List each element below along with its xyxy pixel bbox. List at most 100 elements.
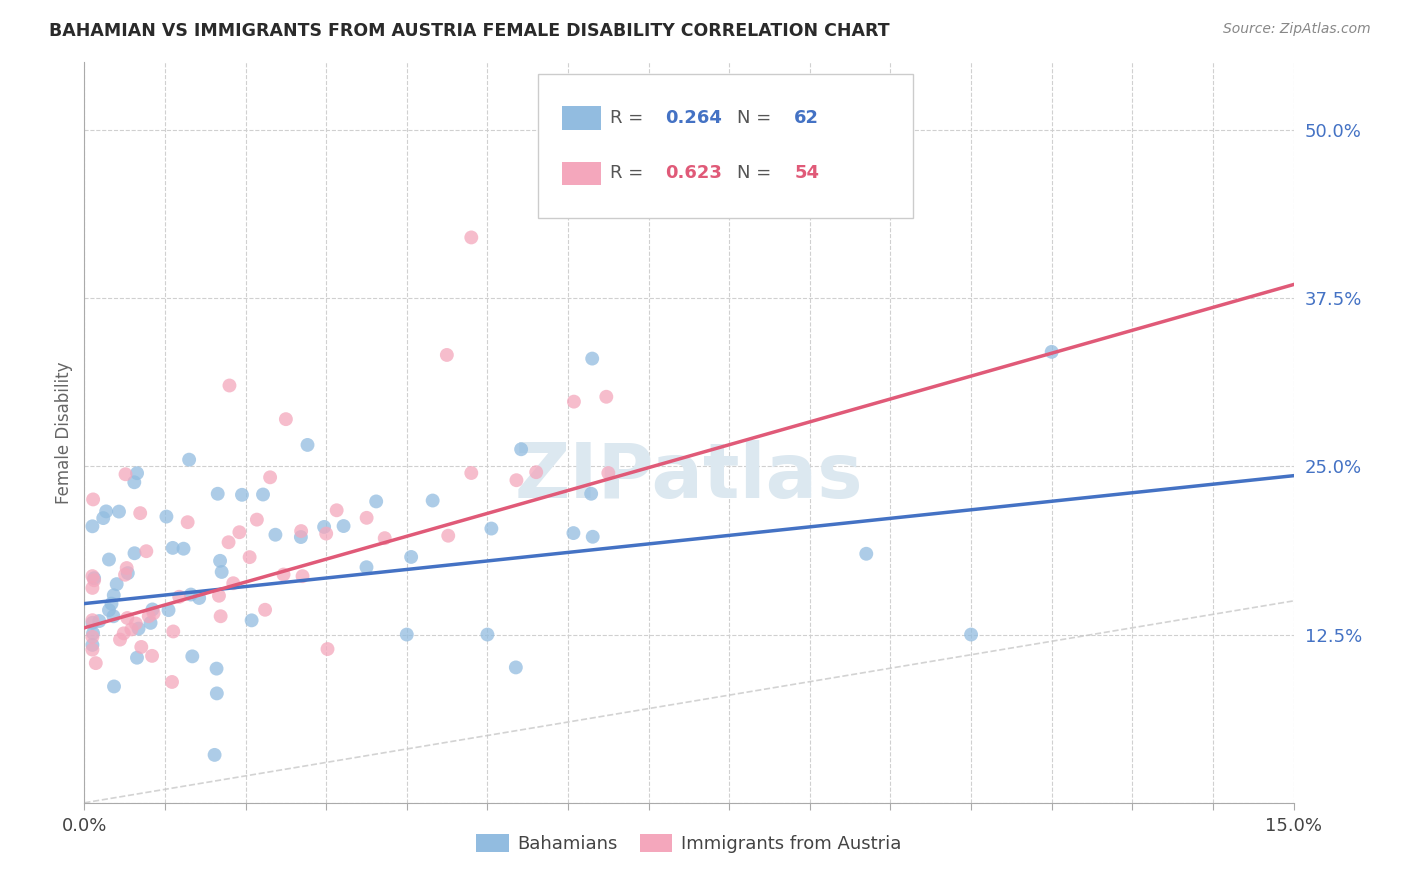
Point bbox=[204, 747, 226, 762]
Point bbox=[180, 588, 202, 602]
Text: 62: 62 bbox=[794, 109, 820, 127]
Point bbox=[231, 488, 253, 502]
Point bbox=[222, 576, 245, 591]
Point bbox=[112, 626, 135, 640]
Point bbox=[290, 530, 312, 544]
Point bbox=[436, 348, 458, 362]
Point bbox=[246, 513, 269, 527]
Point bbox=[228, 525, 250, 540]
Point bbox=[437, 529, 460, 543]
Point bbox=[356, 560, 378, 574]
Point bbox=[209, 554, 232, 568]
Point bbox=[82, 642, 104, 657]
Point bbox=[562, 394, 585, 409]
Point bbox=[205, 686, 228, 700]
Point bbox=[254, 603, 277, 617]
Text: Source: ZipAtlas.com: Source: ZipAtlas.com bbox=[1223, 22, 1371, 37]
Point bbox=[160, 675, 183, 690]
Point bbox=[142, 607, 165, 621]
Point bbox=[1040, 344, 1063, 359]
Point bbox=[505, 473, 527, 487]
Point bbox=[141, 648, 163, 663]
Point bbox=[374, 531, 396, 545]
Point bbox=[157, 603, 180, 617]
Point bbox=[82, 638, 104, 652]
Point bbox=[188, 591, 211, 605]
Point bbox=[103, 680, 125, 694]
Point bbox=[510, 442, 533, 457]
Point bbox=[124, 546, 146, 560]
Point bbox=[141, 602, 163, 616]
Point bbox=[205, 662, 228, 676]
Point bbox=[84, 656, 107, 670]
Y-axis label: Female Disability: Female Disability bbox=[55, 361, 73, 504]
Point bbox=[581, 351, 603, 366]
Point bbox=[239, 550, 262, 565]
Point bbox=[89, 614, 111, 628]
Point bbox=[82, 519, 104, 533]
Point bbox=[325, 503, 347, 517]
Point bbox=[960, 627, 983, 641]
Point bbox=[108, 632, 131, 647]
Point bbox=[83, 573, 105, 587]
Point bbox=[579, 487, 602, 501]
Point bbox=[162, 541, 184, 555]
Point bbox=[98, 603, 121, 617]
Text: N =: N = bbox=[737, 109, 778, 127]
Point bbox=[82, 615, 104, 630]
Point bbox=[173, 541, 195, 556]
Point bbox=[332, 519, 354, 533]
Point bbox=[139, 615, 162, 630]
Point bbox=[82, 569, 104, 583]
Point bbox=[82, 626, 104, 640]
Point bbox=[218, 535, 240, 549]
Point bbox=[290, 524, 312, 538]
Point bbox=[82, 581, 104, 595]
Point bbox=[91, 511, 114, 525]
Point bbox=[264, 527, 287, 541]
Point bbox=[595, 390, 617, 404]
Text: BAHAMIAN VS IMMIGRANTS FROM AUSTRIA FEMALE DISABILITY CORRELATION CHART: BAHAMIAN VS IMMIGRANTS FROM AUSTRIA FEMA… bbox=[49, 22, 890, 40]
Point bbox=[129, 640, 152, 654]
Point bbox=[155, 509, 177, 524]
Point bbox=[181, 649, 204, 664]
Text: 0.623: 0.623 bbox=[665, 164, 721, 183]
Point bbox=[82, 492, 104, 507]
Point bbox=[855, 547, 877, 561]
Point bbox=[128, 622, 150, 636]
Point bbox=[167, 590, 190, 604]
Point bbox=[460, 466, 482, 480]
Point bbox=[240, 613, 263, 627]
Point bbox=[125, 616, 148, 631]
Point bbox=[135, 544, 157, 558]
Point bbox=[82, 630, 104, 644]
Point bbox=[176, 515, 198, 529]
Point bbox=[273, 567, 295, 582]
Point bbox=[366, 494, 388, 508]
Text: 54: 54 bbox=[794, 164, 820, 183]
Point bbox=[125, 650, 148, 665]
Point bbox=[114, 567, 136, 582]
Point bbox=[209, 609, 232, 624]
FancyBboxPatch shape bbox=[538, 73, 912, 218]
Point bbox=[124, 475, 146, 490]
Point bbox=[207, 487, 229, 501]
Text: ZIPatlas: ZIPatlas bbox=[515, 440, 863, 514]
Point bbox=[314, 520, 336, 534]
Point bbox=[114, 467, 136, 482]
Point bbox=[83, 571, 105, 585]
Point bbox=[524, 465, 547, 479]
Point bbox=[479, 522, 502, 536]
Point bbox=[108, 505, 131, 519]
Point bbox=[138, 609, 160, 624]
Text: 0.264: 0.264 bbox=[665, 109, 721, 127]
Point bbox=[505, 660, 527, 674]
Point bbox=[562, 526, 585, 541]
Point bbox=[582, 530, 605, 544]
Point bbox=[208, 589, 231, 603]
Point bbox=[82, 613, 104, 627]
Point bbox=[129, 506, 152, 520]
Point bbox=[103, 588, 125, 602]
FancyBboxPatch shape bbox=[562, 106, 600, 130]
Point bbox=[125, 466, 148, 480]
